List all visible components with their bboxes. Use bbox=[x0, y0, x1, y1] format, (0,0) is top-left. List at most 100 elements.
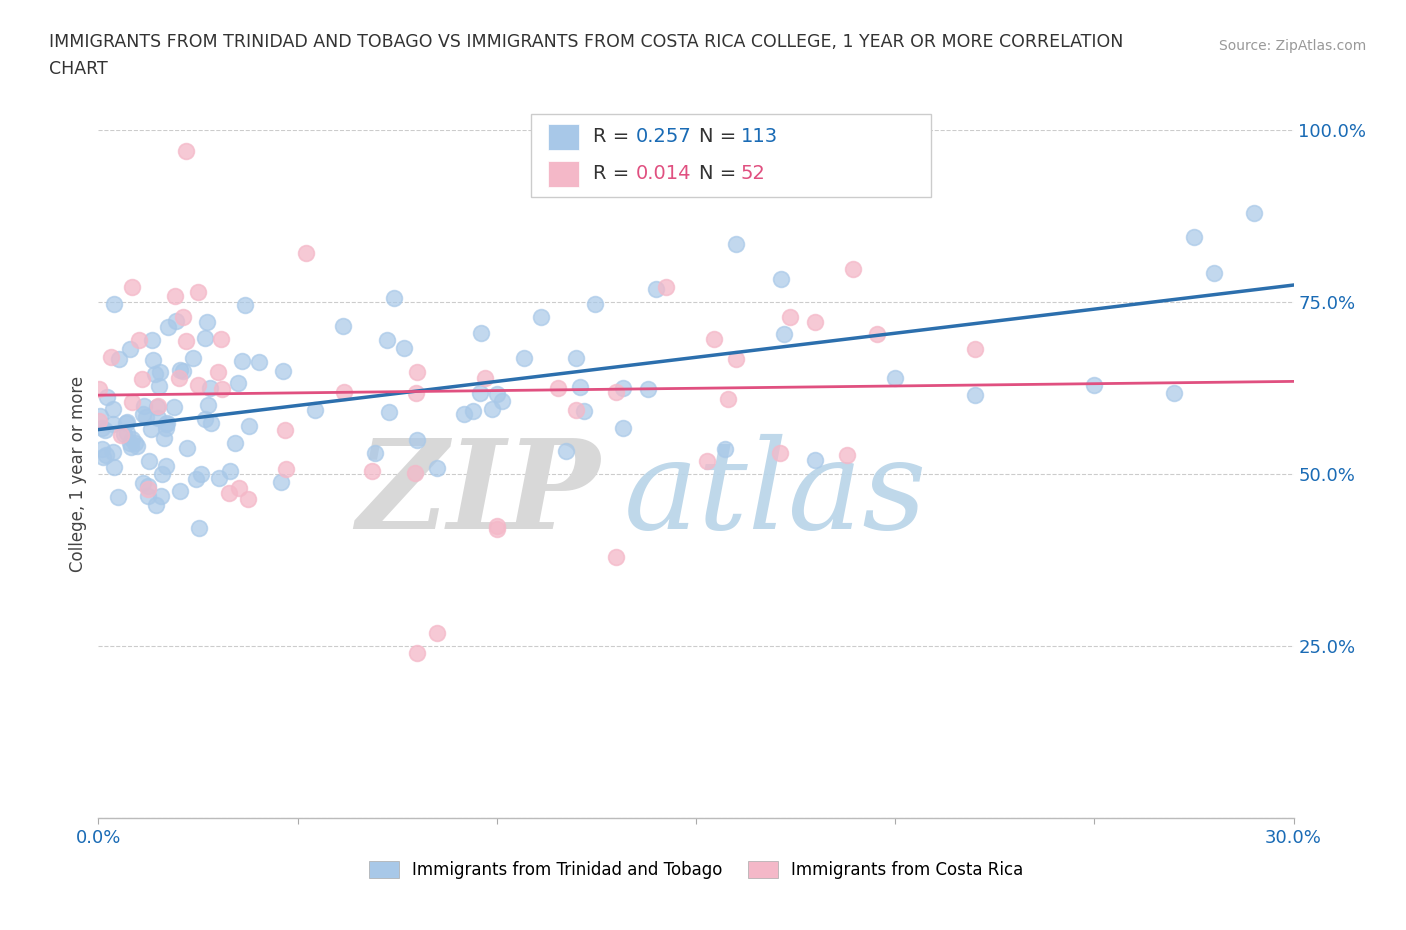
Point bbox=[238, 418, 260, 433]
Point bbox=[270, 475, 292, 490]
Point bbox=[224, 435, 246, 450]
Point bbox=[461, 404, 484, 418]
Point bbox=[361, 464, 384, 479]
Point bbox=[190, 467, 212, 482]
Point bbox=[174, 333, 197, 348]
Point bbox=[724, 236, 747, 251]
Point bbox=[198, 380, 221, 395]
Text: ZIP: ZIP bbox=[357, 434, 600, 556]
Point bbox=[141, 333, 163, 348]
Point bbox=[172, 310, 194, 325]
Point bbox=[470, 385, 492, 400]
Point bbox=[136, 481, 159, 496]
Point bbox=[274, 422, 297, 437]
Point bbox=[139, 421, 162, 436]
Point bbox=[155, 416, 177, 431]
Point bbox=[530, 310, 553, 325]
Point bbox=[717, 392, 740, 406]
Point bbox=[90, 441, 112, 456]
Point bbox=[101, 417, 124, 432]
Point bbox=[156, 416, 179, 431]
Point bbox=[585, 297, 607, 312]
Point bbox=[91, 420, 114, 435]
Point bbox=[172, 364, 194, 379]
Point bbox=[295, 246, 318, 260]
Point bbox=[1202, 266, 1225, 281]
Point bbox=[565, 351, 588, 365]
Point bbox=[112, 427, 135, 442]
Point bbox=[804, 314, 827, 329]
Point bbox=[605, 550, 627, 565]
Point bbox=[837, 447, 859, 462]
Point bbox=[491, 394, 513, 409]
Point bbox=[231, 354, 253, 369]
Point bbox=[207, 365, 229, 379]
Text: atlas: atlas bbox=[624, 434, 928, 556]
Point bbox=[884, 371, 907, 386]
Point bbox=[605, 384, 627, 399]
Point bbox=[702, 331, 724, 346]
Point bbox=[135, 410, 157, 425]
Point bbox=[485, 522, 508, 537]
Point bbox=[148, 399, 170, 414]
Point bbox=[148, 379, 170, 393]
Point bbox=[208, 471, 231, 485]
Point bbox=[155, 420, 177, 435]
Point bbox=[714, 441, 737, 456]
Point bbox=[426, 625, 449, 640]
Point bbox=[187, 284, 209, 299]
Point bbox=[405, 386, 427, 401]
Point bbox=[187, 379, 209, 393]
Point bbox=[121, 432, 143, 446]
Legend: Immigrants from Trinidad and Tobago, Immigrants from Costa Rica: Immigrants from Trinidad and Tobago, Imm… bbox=[363, 855, 1029, 885]
Point bbox=[115, 415, 138, 430]
Point bbox=[364, 445, 387, 460]
Point bbox=[100, 350, 122, 365]
Point bbox=[332, 319, 354, 334]
Point bbox=[96, 390, 118, 405]
Point bbox=[169, 484, 191, 498]
Point bbox=[236, 491, 259, 506]
Point bbox=[565, 403, 588, 418]
Text: N =: N = bbox=[699, 165, 742, 183]
Point bbox=[197, 314, 219, 329]
Point bbox=[392, 340, 415, 355]
Point bbox=[200, 416, 222, 431]
Point bbox=[136, 488, 159, 503]
Point bbox=[103, 445, 125, 460]
Point bbox=[120, 342, 142, 357]
Point bbox=[696, 453, 718, 468]
Point bbox=[555, 444, 578, 458]
Point bbox=[963, 388, 986, 403]
Point bbox=[142, 352, 165, 367]
Point bbox=[779, 310, 801, 325]
Point bbox=[513, 351, 536, 365]
Text: 113: 113 bbox=[741, 127, 778, 146]
Point bbox=[167, 370, 190, 385]
Point bbox=[93, 423, 115, 438]
Point bbox=[107, 352, 129, 366]
Point bbox=[124, 435, 146, 450]
Point bbox=[247, 354, 270, 369]
Text: IMMIGRANTS FROM TRINIDAD AND TOBAGO VS IMMIGRANTS FROM COSTA RICA COLLEGE, 1 YEA: IMMIGRANTS FROM TRINIDAD AND TOBAGO VS I… bbox=[49, 33, 1123, 50]
Point bbox=[842, 261, 865, 276]
Point bbox=[131, 476, 153, 491]
Point bbox=[162, 399, 184, 414]
Point bbox=[568, 380, 591, 395]
Point bbox=[612, 421, 634, 436]
Point bbox=[772, 326, 794, 341]
Point bbox=[181, 351, 204, 365]
Point bbox=[136, 478, 159, 493]
Point bbox=[146, 411, 169, 426]
Point bbox=[769, 445, 792, 460]
Point bbox=[146, 400, 169, 415]
Point bbox=[110, 428, 132, 443]
Point bbox=[89, 414, 111, 429]
Point bbox=[89, 408, 111, 423]
Point bbox=[572, 404, 595, 418]
Point bbox=[1243, 206, 1265, 220]
Point bbox=[474, 370, 496, 385]
Point bbox=[131, 372, 153, 387]
Point bbox=[481, 402, 503, 417]
Point bbox=[406, 432, 429, 447]
